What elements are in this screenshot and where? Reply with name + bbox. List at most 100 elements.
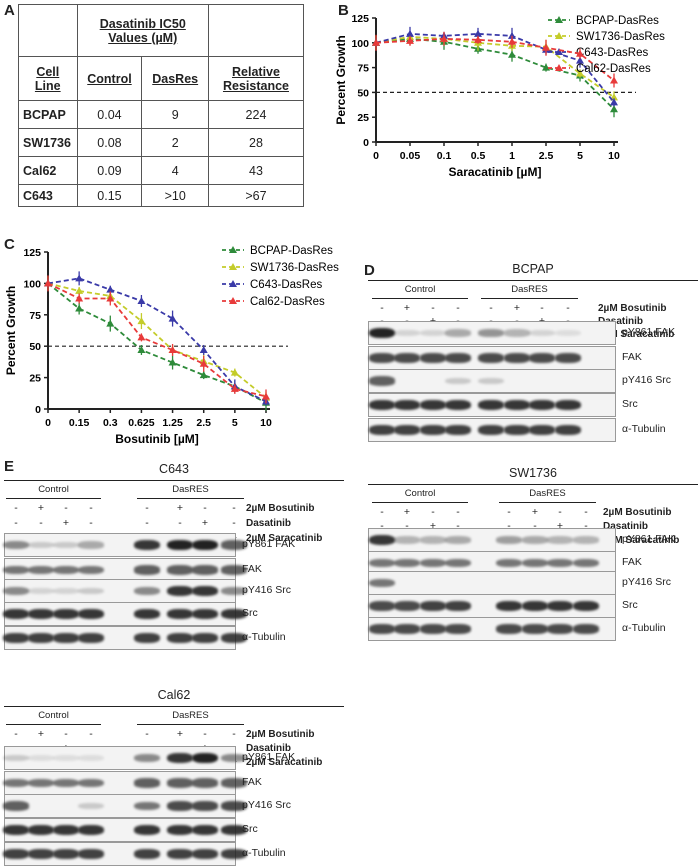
x-axis-label: Bosutinib [µM] xyxy=(115,432,199,446)
blot-row-label: pY416 Src xyxy=(622,576,672,588)
treatment-sign: - xyxy=(14,502,18,514)
data-point xyxy=(168,345,177,353)
treatment-label: Dasatinib xyxy=(246,518,292,529)
row-cell: Cal62 xyxy=(18,156,78,185)
treatment-sign: - xyxy=(89,517,93,529)
blot-title-underline xyxy=(4,706,344,707)
treatment-sign: + xyxy=(37,728,45,740)
treatment-sign: - xyxy=(203,502,207,514)
treatment-sign: + xyxy=(176,502,184,514)
col-dasres: DasRes xyxy=(141,56,209,101)
blot-band xyxy=(394,399,420,411)
blot-band xyxy=(522,624,548,634)
treatment-sign: + xyxy=(531,506,539,518)
data-point xyxy=(406,29,414,37)
treatment-sign: - xyxy=(558,506,562,518)
blot-strip xyxy=(368,369,616,393)
treatment-sign: - xyxy=(232,728,236,740)
legend-label: BCPAP-DasRes xyxy=(250,245,333,257)
data-point xyxy=(75,294,84,302)
x-tick-label: 0.1 xyxy=(437,150,452,162)
blot-band xyxy=(192,565,218,575)
blot-band xyxy=(134,586,160,596)
x-tick-label: 0.5 xyxy=(471,150,486,162)
row-control: 0.08 xyxy=(76,128,143,157)
blot-band xyxy=(555,399,581,411)
blot-band xyxy=(445,425,471,435)
blot-band xyxy=(420,601,446,611)
treatment-label: 2µM Saracatinib xyxy=(246,533,323,544)
legend-label: SW1736-DasRes xyxy=(250,262,339,274)
dasres-group-line xyxy=(499,502,596,503)
dasres-label: DasRES xyxy=(172,710,209,721)
data-point xyxy=(75,304,84,312)
blot-band xyxy=(420,329,446,337)
treatment-sign: - xyxy=(232,517,236,529)
treatment-label: 2µM Bosutinib xyxy=(246,503,315,514)
treatment-label: Dasatinib xyxy=(603,521,649,532)
blot-band xyxy=(28,608,54,620)
series-line xyxy=(375,37,615,110)
blot-band xyxy=(221,801,247,811)
treatment-sign: - xyxy=(14,517,18,529)
blot-band xyxy=(221,778,247,788)
blot-row-label: Src xyxy=(622,599,638,611)
data-point xyxy=(168,314,177,322)
blot-band xyxy=(369,399,395,411)
legend-marker xyxy=(229,280,237,287)
blot-band xyxy=(445,399,471,411)
blot-band xyxy=(420,399,446,411)
control-group-line xyxy=(6,498,101,499)
row-dasres: 4 xyxy=(141,156,209,185)
blot-band xyxy=(3,778,29,788)
data-point xyxy=(576,69,584,77)
treatment-sign: - xyxy=(232,502,236,514)
y-tick-label: 25 xyxy=(357,112,369,124)
blot-row-label: FAK xyxy=(622,556,642,568)
blot-band xyxy=(522,558,548,568)
blot-band xyxy=(192,539,218,551)
blot-band xyxy=(3,608,29,620)
treatment-sign: - xyxy=(507,520,511,532)
blot-strip xyxy=(368,571,616,595)
blot-band xyxy=(3,754,29,762)
y-tick-label: 75 xyxy=(29,310,41,322)
legend-marker xyxy=(229,263,237,270)
blot-title-underline xyxy=(368,484,698,485)
blot-band xyxy=(394,624,420,634)
row-control: 0.15 xyxy=(76,184,143,207)
blot-row-label: FAK xyxy=(242,776,262,788)
blot-band xyxy=(78,633,104,643)
blot-band xyxy=(504,353,530,363)
treatment-sign: - xyxy=(533,520,537,532)
blot-band xyxy=(53,755,79,761)
blot-band xyxy=(420,353,446,363)
data-point xyxy=(508,31,516,39)
blot-band xyxy=(78,849,104,859)
data-point xyxy=(106,294,115,302)
blot-band xyxy=(28,541,54,549)
blot-title: BCPAP xyxy=(512,262,554,276)
blot-band xyxy=(369,327,395,339)
data-point xyxy=(168,358,177,366)
row-relative: 224 xyxy=(207,100,305,129)
data-point xyxy=(106,285,115,293)
blot-band xyxy=(167,633,193,643)
blot-band xyxy=(28,824,54,836)
table-corner-cell xyxy=(207,4,305,57)
blot-band xyxy=(369,601,395,611)
blot-band xyxy=(496,558,522,568)
treatment-sign: + xyxy=(429,520,437,532)
row-cell: SW1736 xyxy=(18,128,78,157)
treatment-sign: - xyxy=(540,302,544,314)
chart-saracatinib: 0 25 50 75 100 125 0 0.05 0.1 0.5 1 2.5 5 10 Saracatin… xyxy=(334,13,665,179)
blot-band xyxy=(78,541,104,549)
control-label: Control xyxy=(404,284,436,295)
blot-band xyxy=(555,353,581,363)
control-group-line xyxy=(6,724,101,725)
row-relative: 28 xyxy=(207,128,305,157)
blot-band xyxy=(134,778,160,788)
blot-band xyxy=(547,558,573,568)
blot-band xyxy=(134,633,160,643)
blot-title-underline xyxy=(368,280,698,281)
